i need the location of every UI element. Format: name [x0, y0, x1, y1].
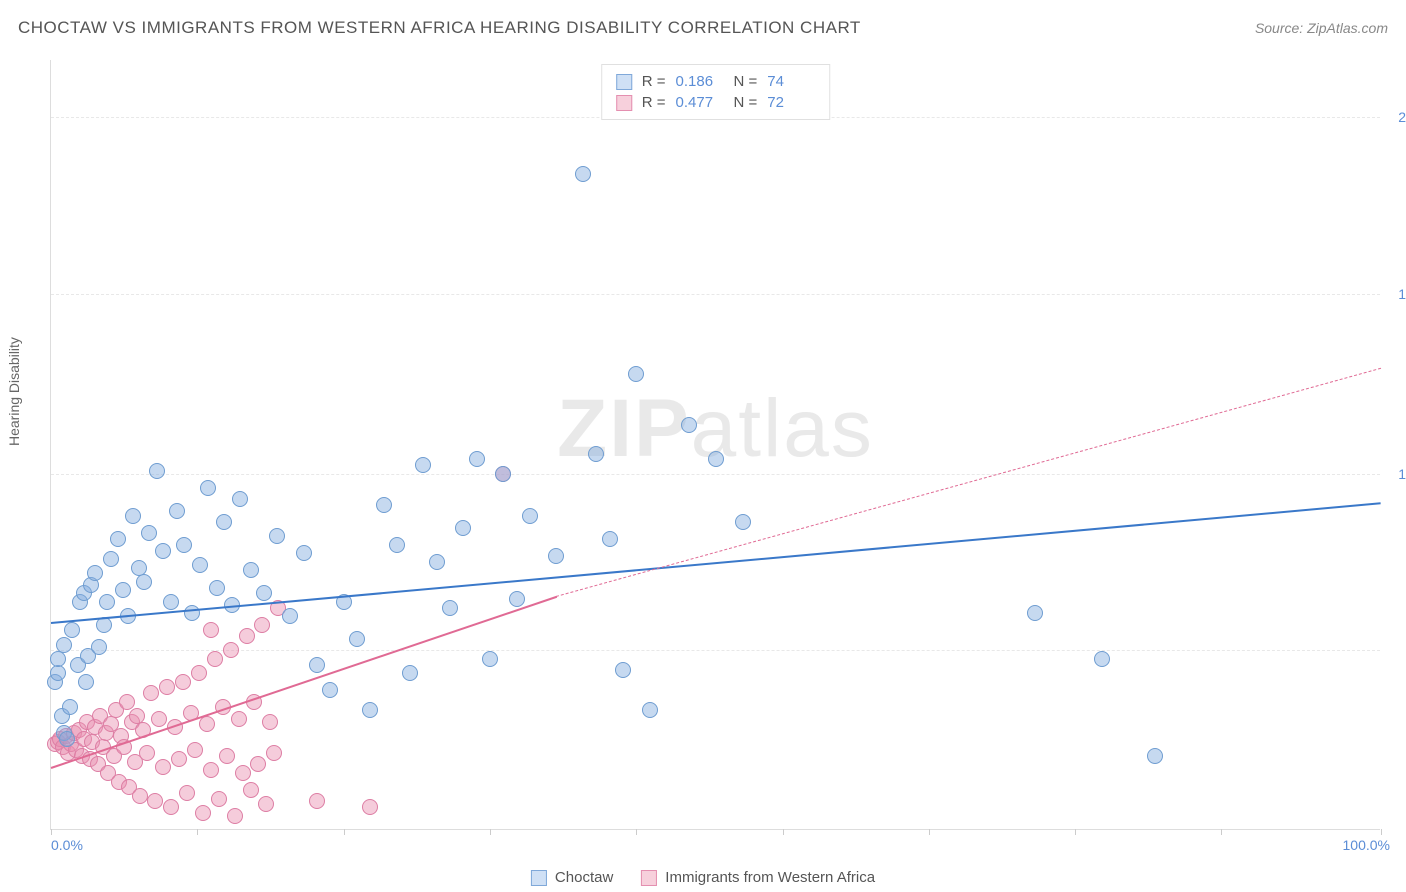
- x-tick-mark: [197, 829, 198, 835]
- x-tick-mark: [929, 829, 930, 835]
- swatch-immigrants-icon: [616, 95, 632, 111]
- x-tick-mark: [1221, 829, 1222, 835]
- legend-row-immigrants: R = 0.477 N = 72: [616, 92, 816, 113]
- y-tick-label: 6.3%: [1388, 642, 1406, 658]
- source-attribution: Source: ZipAtlas.com: [1255, 20, 1388, 36]
- x-tick-mark: [636, 829, 637, 835]
- x-tick-mark: [1381, 829, 1382, 835]
- x-tick-mark: [344, 829, 345, 835]
- legend-label-choctaw: Choctaw: [555, 869, 613, 886]
- trendline-immigrants: [51, 596, 557, 769]
- x-tick-mark: [783, 829, 784, 835]
- legend-item-immigrants: Immigrants from Western Africa: [641, 869, 875, 886]
- trendline-choctaw: [51, 502, 1381, 624]
- y-tick-label: 12.5%: [1388, 466, 1406, 482]
- r-value-immigrants: 0.477: [676, 94, 724, 111]
- r-value-choctaw: 0.186: [676, 73, 724, 90]
- swatch-choctaw-icon: [616, 74, 632, 90]
- y-tick-label: 25.0%: [1388, 109, 1406, 125]
- x-tick-mark: [490, 829, 491, 835]
- legend-label-immigrants: Immigrants from Western Africa: [665, 869, 875, 886]
- x-tick-mark: [1075, 829, 1076, 835]
- x-axis-max-label: 100.0%: [1343, 837, 1390, 853]
- n-value-choctaw: 74: [767, 73, 815, 90]
- legend-row-choctaw: R = 0.186 N = 74: [616, 71, 816, 92]
- trendline-immigrants-extrapolated: [556, 368, 1381, 597]
- x-axis-min-label: 0.0%: [51, 837, 83, 853]
- x-tick-mark: [51, 829, 52, 835]
- chart-header: CHOCTAW VS IMMIGRANTS FROM WESTERN AFRIC…: [18, 18, 1388, 38]
- chart-title: CHOCTAW VS IMMIGRANTS FROM WESTERN AFRIC…: [18, 18, 861, 38]
- y-axis-title: Hearing Disability: [6, 337, 22, 446]
- legend-item-choctaw: Choctaw: [531, 869, 613, 886]
- swatch-choctaw-icon: [531, 870, 547, 886]
- y-tick-label: 18.8%: [1388, 286, 1406, 302]
- series-legend: Choctaw Immigrants from Western Africa: [531, 869, 875, 886]
- correlation-legend: R = 0.186 N = 74 R = 0.477 N = 72: [601, 64, 831, 120]
- n-value-immigrants: 72: [767, 94, 815, 111]
- plot-area: ZIPatlas R = 0.186 N = 74 R = 0.477 N = …: [50, 60, 1380, 830]
- swatch-immigrants-icon: [641, 870, 657, 886]
